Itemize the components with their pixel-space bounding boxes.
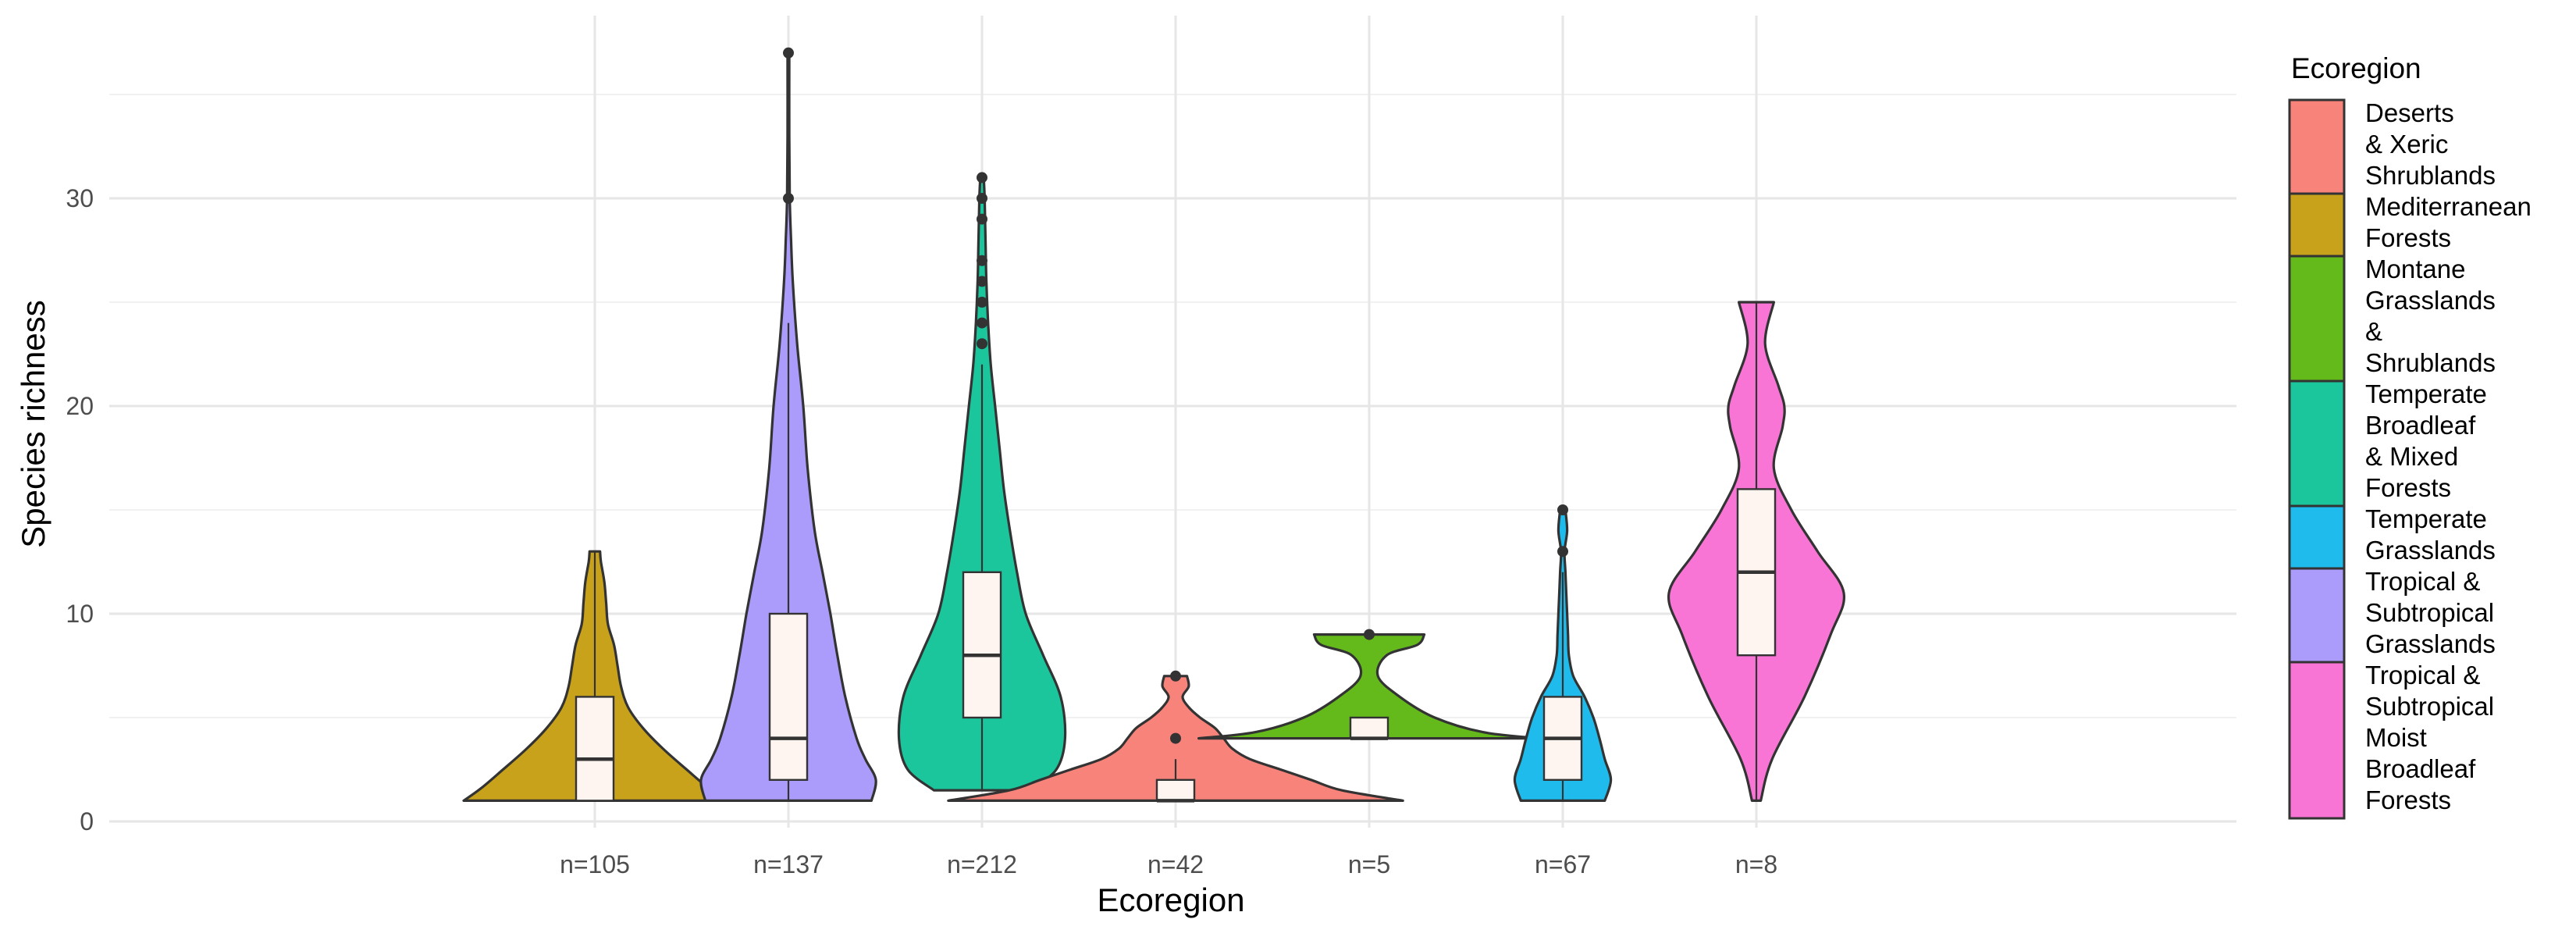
- outlier-point: [783, 193, 794, 204]
- legend-label: Forests: [2365, 223, 2451, 252]
- legend-key: [2288, 567, 2346, 664]
- iqr-box: [1349, 716, 1389, 739]
- outlier-point: [977, 172, 987, 183]
- outlier-point: [1557, 546, 1568, 558]
- x-tick-label: n=105: [560, 850, 630, 878]
- boxplot-temperate-grasslands: [1542, 504, 1583, 801]
- iqr-box: [962, 571, 1002, 719]
- legend-key: [2288, 379, 2346, 508]
- outlier-point: [977, 255, 987, 266]
- x-tick-label: n=5: [1348, 850, 1390, 878]
- legend-label: Forests: [2365, 473, 2451, 502]
- legend-label: Broadleaf: [2365, 754, 2476, 783]
- y-tick-label: 10: [66, 600, 94, 628]
- boxplot-tropical-subtropical-moist-broadleaf-forests: [1736, 302, 1777, 801]
- legend-key: [2288, 255, 2346, 383]
- legend-label: Tropical &: [2365, 567, 2480, 596]
- outlier-point: [1170, 732, 1181, 744]
- boxplot-deserts-xeric-shrublands: [1155, 670, 1196, 803]
- boxplot-montane-grasslands-shrublands: [1349, 629, 1389, 740]
- legend-label: Subtropical: [2365, 598, 2494, 627]
- boxplot-temperate-broadleaf-mixed-forests: [962, 172, 1002, 791]
- legend: Ecoregion Deserts& XericShrublandsMedite…: [2288, 52, 2532, 820]
- legend-label: Subtropical: [2365, 692, 2494, 721]
- iqr-box: [768, 612, 809, 782]
- legend-label: Moist: [2365, 723, 2427, 752]
- tick-labels: 0 10 20 30 n=105 n=137 n=212 n=42 n=5 n=67 n=8: [66, 184, 1777, 878]
- outlier-point: [977, 297, 987, 308]
- legend-label: Grasslands: [2365, 286, 2496, 315]
- legend-item-montane-grasslands-shrublands: Montane Grasslands&Shrublands: [2288, 255, 2496, 383]
- x-tick-label: n=67: [1535, 850, 1591, 878]
- legend-label: &: [2365, 317, 2382, 346]
- legend-title: Ecoregion: [2291, 52, 2421, 84]
- x-tick-label: n=8: [1735, 850, 1777, 878]
- outlier-point: [977, 317, 987, 329]
- legend-label: Mediterranean: [2365, 192, 2532, 221]
- violin-montane-grasslands-shrublands: [1197, 633, 1541, 740]
- legend-key: [2288, 504, 2346, 570]
- legend-label: & Xeric: [2365, 130, 2448, 159]
- legend-label: Montane: [2365, 255, 2465, 283]
- legend-item-temperate-grasslands: Temperate Grasslands: [2288, 504, 2496, 570]
- y-tick-label: 20: [66, 392, 94, 420]
- legend-label: Broadleaf: [2365, 411, 2476, 440]
- outlier-point: [977, 276, 987, 287]
- outlier-point: [783, 47, 794, 59]
- legend-label: Shrublands: [2365, 161, 2496, 190]
- outlier-point: [1557, 504, 1568, 515]
- x-axis-title: Ecoregion: [1097, 882, 1244, 918]
- legend-key: [2288, 192, 2346, 258]
- boxplot-layer: [575, 47, 1777, 803]
- legend-key: [2288, 661, 2346, 820]
- outlier-point: [977, 193, 987, 204]
- x-tick-label: n=137: [753, 850, 824, 878]
- outlier-point: [1364, 629, 1375, 640]
- legend-label: Forests: [2365, 786, 2451, 814]
- y-tick-label: 0: [80, 807, 94, 835]
- boxplot-tropical-subtropical-grasslands: [768, 47, 809, 801]
- legend-label: Tropical &: [2365, 661, 2480, 689]
- legend-label: & Mixed: [2365, 442, 2458, 471]
- legend-label: Shrublands: [2365, 348, 2496, 377]
- outlier-point: [977, 338, 987, 350]
- x-tick-label: n=212: [947, 850, 1017, 878]
- y-axis-title: Species richness: [15, 300, 52, 547]
- legend-label: Grasslands: [2365, 536, 2496, 565]
- violin-layer: [462, 52, 1846, 802]
- legend-label: Grasslands: [2365, 629, 2496, 658]
- legend-label: Deserts: [2365, 98, 2454, 127]
- iqr-box: [575, 696, 615, 802]
- x-tick-label: n=42: [1147, 850, 1204, 878]
- legend-key: [2288, 98, 2346, 195]
- legend-label: Temperate: [2365, 379, 2487, 408]
- outlier-point: [977, 213, 987, 225]
- y-tick-label: 30: [66, 184, 94, 212]
- legend-label: Temperate: [2365, 504, 2487, 533]
- iqr-box: [1155, 778, 1196, 802]
- boxplot-mediterranean-forests: [575, 551, 615, 802]
- outlier-point: [1170, 670, 1181, 682]
